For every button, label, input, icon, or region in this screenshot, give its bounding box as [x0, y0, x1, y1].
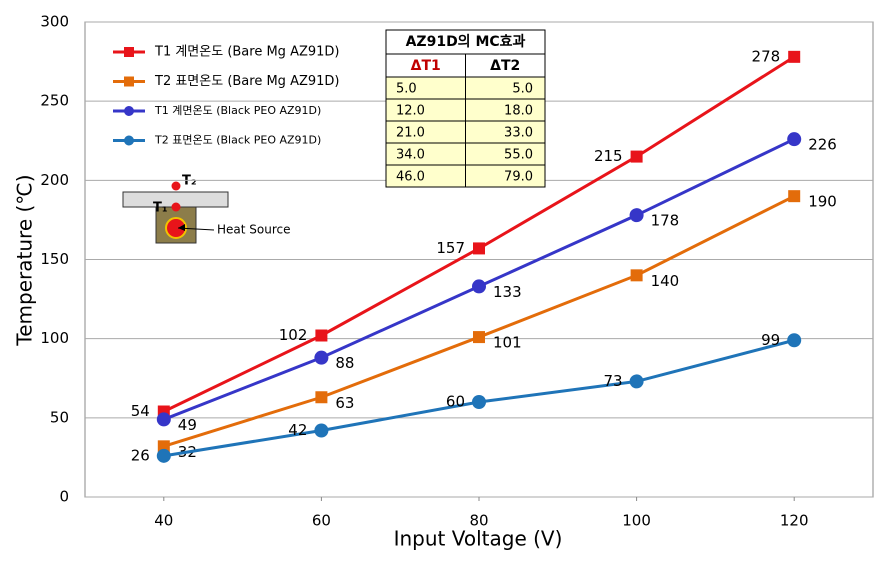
data-label: 102	[279, 326, 308, 344]
data-label: 73	[604, 372, 623, 390]
table-cell-text: 34.0	[396, 148, 425, 163]
y-tick-label: 0	[59, 488, 69, 506]
x-tick-label: 60	[312, 512, 331, 530]
data-point	[787, 333, 802, 348]
data-label: 99	[761, 331, 780, 349]
data-point	[629, 208, 644, 223]
table-cell-text: 46.0	[396, 170, 425, 185]
x-tick-label: 40	[154, 512, 173, 530]
annotation: Heat Source	[217, 223, 291, 237]
legend-marker	[124, 47, 134, 57]
legend-label: T2 표면온도 (Black PEO AZ91D)	[154, 134, 321, 147]
x-tick-label: 120	[780, 512, 809, 530]
table-header: ΔT2	[490, 58, 520, 74]
legend-marker	[124, 135, 134, 146]
data-point	[314, 423, 329, 438]
data-label: 133	[493, 283, 522, 301]
legend-label: T1 계면온도 (Black PEO AZ91D)	[154, 104, 321, 117]
annotation: T₂	[182, 174, 197, 189]
y-tick-label: 300	[40, 13, 69, 31]
table-cell	[465, 76, 546, 100]
y-tick-label: 200	[40, 171, 69, 189]
data-label: 178	[651, 212, 680, 230]
data-label: 49	[178, 416, 197, 434]
data-label: 54	[131, 402, 150, 420]
legend-marker	[124, 76, 134, 87]
arrow-head	[178, 224, 185, 231]
data-point	[472, 279, 486, 294]
data-point	[314, 350, 329, 365]
data-label: 88	[335, 354, 354, 372]
y-tick-label: 50	[50, 408, 69, 426]
data-label: 190	[808, 193, 837, 211]
data-label: 101	[493, 334, 522, 352]
data-point	[630, 150, 643, 163]
x-tick-label: 100	[622, 512, 651, 530]
data-label: 60	[446, 393, 465, 411]
inset-table: AZ91D의 MC효과 ΔT1 ΔT2 5.0 5.0 12.0 18.0 21.0 33.0 3…	[385, 29, 546, 188]
table-cell-text: 12.0	[396, 104, 425, 119]
table-cell-text: 33.0	[504, 126, 533, 141]
y-tick-label: 100	[40, 329, 69, 347]
data-point	[156, 448, 171, 463]
y-tick-label: 150	[40, 250, 69, 268]
sensor-dot	[171, 202, 181, 212]
data-point	[473, 331, 485, 344]
table-header: ΔT1	[411, 58, 441, 74]
data-point	[629, 374, 644, 389]
sensor-dot	[171, 181, 181, 191]
data-label: 278	[752, 47, 781, 65]
table-cell	[385, 29, 546, 55]
data-label: 42	[288, 421, 307, 439]
data-point	[156, 412, 171, 427]
table-cell-text: 55.0	[504, 148, 533, 163]
table-title: AZ91D의 MC효과	[406, 33, 526, 50]
y-tick-label: 250	[40, 92, 69, 110]
data-point	[157, 440, 170, 453]
x-tick-label: 80	[469, 512, 488, 530]
legend-label: T1 계면온도 (Bare Mg AZ91D)	[154, 45, 340, 60]
y-axis-label: Temperature (℃)	[13, 174, 37, 346]
data-label: 157	[436, 239, 465, 257]
annotation: T₁	[153, 201, 168, 216]
data-point	[315, 391, 328, 404]
data-point	[315, 329, 328, 342]
data-point	[472, 395, 486, 409]
legend-label: T2 표면온도 (Bare Mg AZ91D)	[154, 74, 340, 89]
table-cell-text: 79.0	[504, 170, 533, 185]
data-label: 140	[651, 272, 680, 290]
data-point	[473, 242, 485, 255]
data-label: 226	[808, 136, 837, 154]
data-label: 26	[131, 446, 150, 464]
legend-marker	[124, 106, 134, 116]
table-cell-text: 5.0	[512, 82, 533, 97]
table-cell-text: 21.0	[396, 126, 425, 141]
data-point	[630, 269, 643, 282]
table-cell-text: 18.0	[504, 104, 533, 119]
data-point	[788, 190, 801, 203]
table-cell-text: 5.0	[396, 82, 417, 97]
data-label: 215	[594, 147, 623, 165]
data-point	[788, 50, 801, 63]
x-axis-label: Input Voltage (V)	[394, 527, 563, 551]
inset-diagram: T₂ T₁ Heat Source	[122, 174, 291, 244]
table-cell	[465, 164, 546, 188]
data-point	[787, 132, 802, 147]
data-label: 63	[335, 394, 354, 412]
